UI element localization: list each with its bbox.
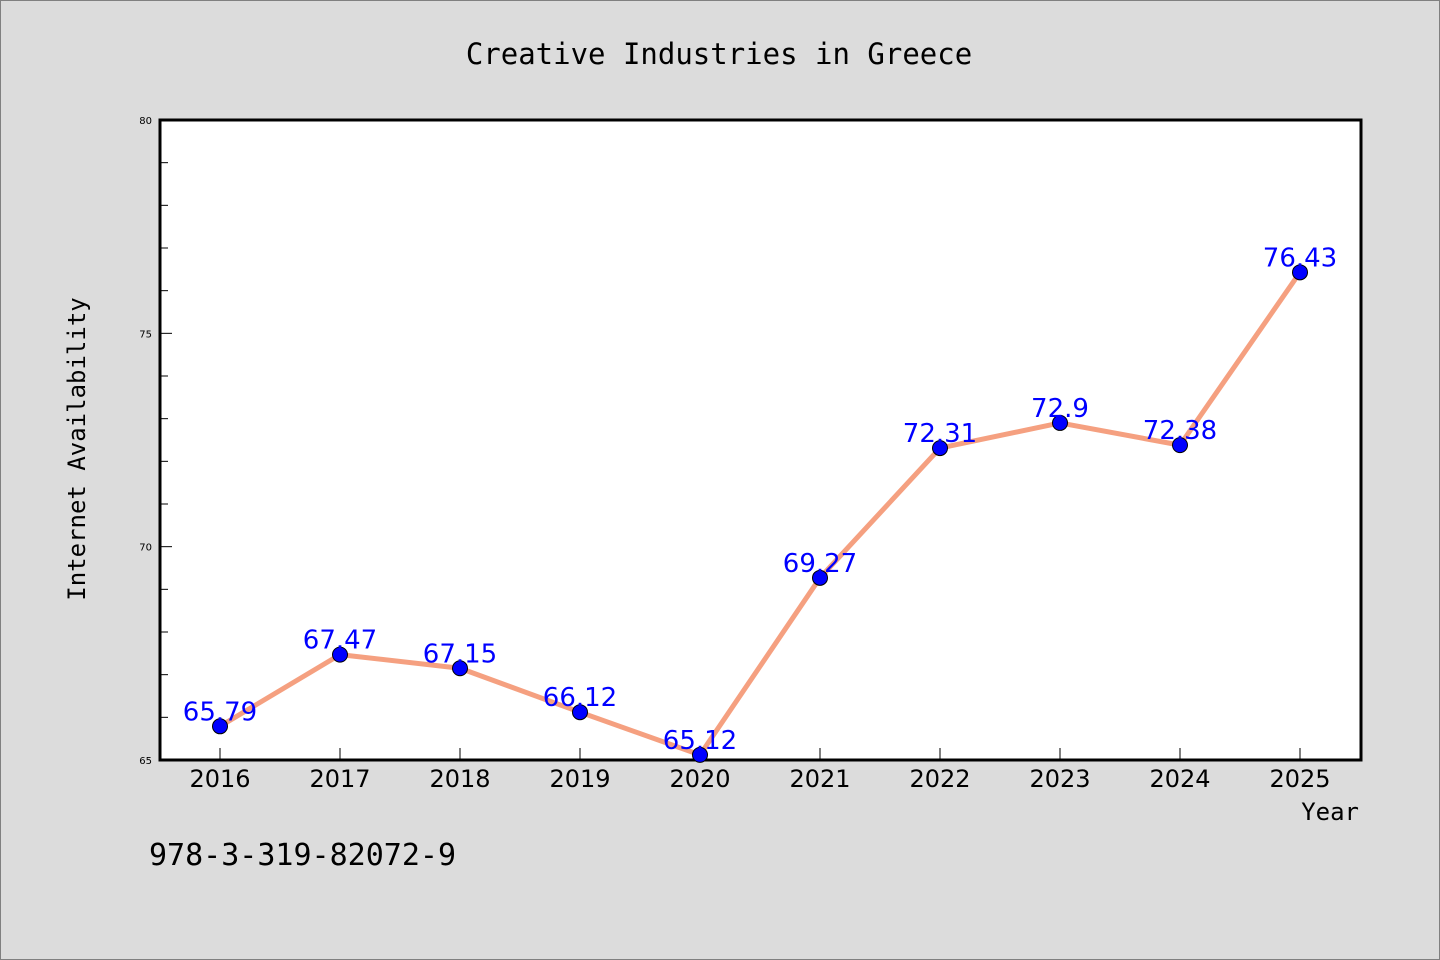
x-tick-label: 2019 [549, 765, 610, 793]
data-point [452, 660, 468, 677]
data-point [332, 646, 348, 663]
data-label: 67.47 [303, 626, 377, 656]
data-point [812, 569, 828, 586]
data-label: 65.12 [663, 726, 737, 756]
data-point [1052, 414, 1068, 431]
data-label: 72.9 [1031, 394, 1089, 424]
data-point [932, 440, 948, 457]
y-tick-label: 65 [139, 756, 152, 767]
series-line [217, 269, 1303, 758]
y-tick-label: 75 [139, 329, 152, 340]
isbn-caption: 978-3-319-82072-9 [149, 838, 456, 873]
x-tick-label: 2018 [429, 765, 490, 793]
x-tick-label: 2023 [1029, 765, 1090, 793]
data-label: 69.27 [783, 549, 857, 579]
x-tick-label: 2022 [909, 765, 970, 793]
data-point [1172, 437, 1188, 454]
data-point [692, 746, 708, 763]
data-point [572, 704, 588, 721]
x-tick-label: 2016 [189, 765, 250, 793]
x-axis-label: Year [1301, 798, 1359, 826]
data-point [212, 718, 228, 735]
chart-title: Creative Industries in Greece [466, 37, 972, 71]
data-label: 66.12 [543, 683, 617, 713]
y-axis-label: Internet Availability [63, 297, 91, 600]
x-tick-label: 2025 [1269, 765, 1330, 793]
x-axis: 2016 2017 2018 2019 2020 2021 2022 2023 2024 2025 [189, 748, 1331, 793]
x-tick-label: 2021 [789, 765, 850, 793]
x-tick-label: 2020 [669, 765, 730, 793]
x-tick-label: 2024 [1149, 765, 1210, 793]
data-label: 67.15 [423, 639, 497, 669]
series-layer: 65.79 67.47 67.15 66.12 65.12 69.27 72.31 72.9 7… [183, 243, 1337, 763]
data-label: 65.79 [183, 697, 257, 727]
data-label: 72.31 [903, 419, 977, 449]
data-label: 72.38 [1143, 416, 1217, 446]
y-tick-label: 80 [139, 116, 152, 127]
y-tick-label: 70 [139, 543, 152, 554]
data-point [1292, 264, 1308, 281]
y-axis: 65 70 75 80 [139, 116, 172, 767]
x-tick-label: 2017 [309, 765, 370, 793]
data-label: 76.43 [1263, 243, 1337, 273]
